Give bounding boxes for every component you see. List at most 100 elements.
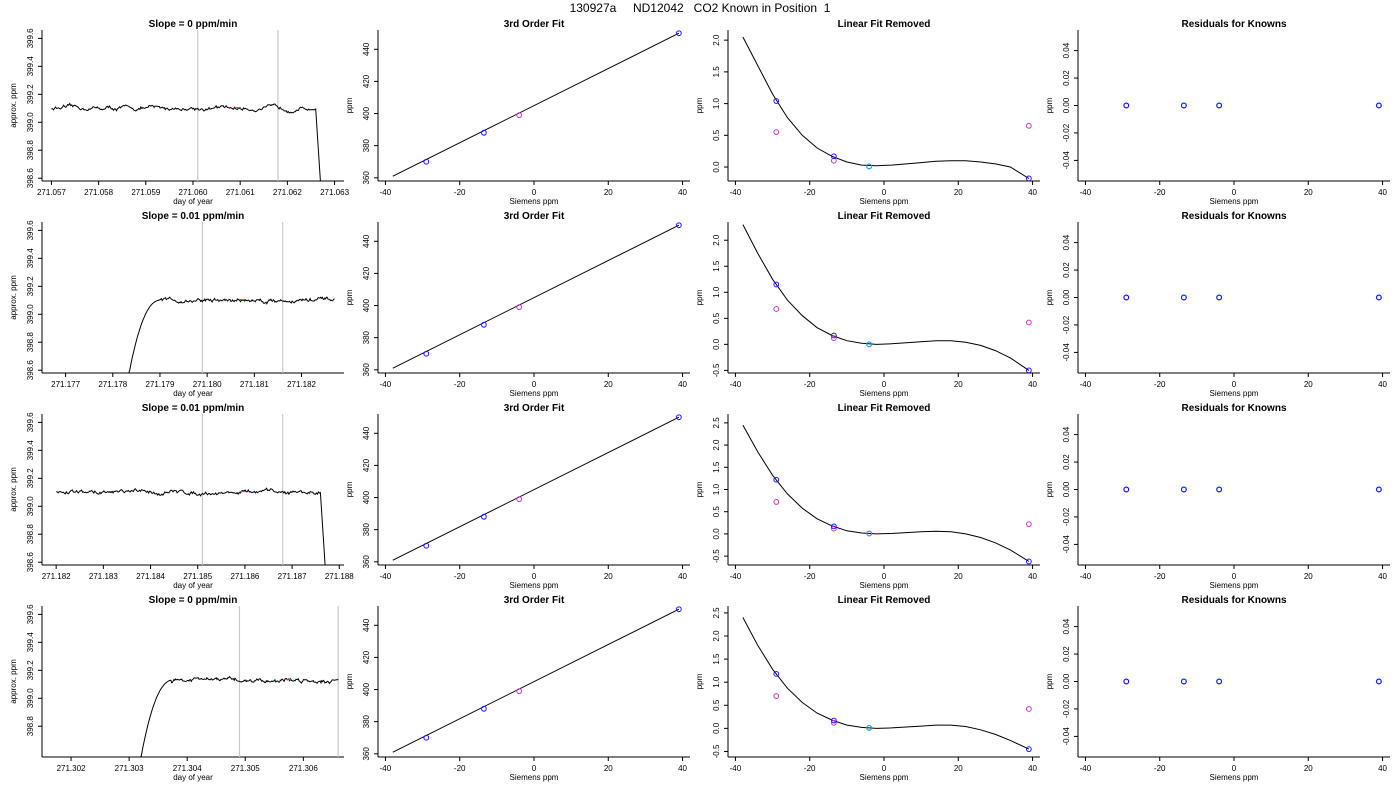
y-tick-label: 380 xyxy=(362,138,371,152)
y-tick-label: 2.0 xyxy=(712,234,721,246)
data-point-magenta xyxy=(1025,319,1032,326)
y-tick-label: -0.04 xyxy=(1062,727,1071,746)
y-tick-label: 360 xyxy=(362,555,371,569)
x-tick-label: 271.060 xyxy=(179,188,208,197)
y-tick-label: 0.5 xyxy=(712,699,721,711)
y-tick-label: -0.04 xyxy=(1062,343,1071,362)
x-tick-label: 271.059 xyxy=(131,188,160,197)
chart-title: Linear Fit Removed xyxy=(838,211,931,222)
data-point-blue xyxy=(866,725,873,731)
y-axis-label: ppm xyxy=(1045,97,1054,113)
x-tick-label: 40 xyxy=(1028,572,1037,581)
x-tick-label: -20 xyxy=(454,572,466,581)
x-tick-label: -40 xyxy=(380,188,392,197)
fit-curve xyxy=(742,424,1030,562)
y-tick-label: 0.0 xyxy=(712,528,721,540)
fit-curve xyxy=(742,36,1030,179)
fit-curve xyxy=(742,617,1030,750)
residual-point xyxy=(1123,486,1130,493)
x-axis-label: day of year xyxy=(173,581,213,590)
x-tick-label: 271.057 xyxy=(37,188,66,197)
x-tick-label: 20 xyxy=(604,764,613,773)
x-tick-label: -40 xyxy=(380,380,392,389)
x-tick-label: 271.182 xyxy=(42,572,71,581)
data-point xyxy=(480,321,487,328)
x-tick-label: 271.178 xyxy=(98,380,127,389)
x-axis-label: Siemens ppm xyxy=(860,773,909,782)
x-tick-label: 0 xyxy=(1232,380,1237,389)
y-tick-label: 399.6 xyxy=(26,412,35,433)
chart-panel: 3rd Order Fit -40 -20 0 20 40 Siemens ppm 360 38… xyxy=(345,403,690,590)
y-tick-label: 0.0 xyxy=(712,161,721,173)
y-tick-label: 398.8 xyxy=(26,524,35,545)
x-tick-label: -20 xyxy=(454,764,466,773)
x-axis-label: Siemens ppm xyxy=(1210,389,1259,398)
x-tick-label: -20 xyxy=(1154,380,1166,389)
x-tick-label: 0 xyxy=(882,572,887,581)
x-tick-label: 271.184 xyxy=(136,572,165,581)
y-tick-label: 399.6 xyxy=(26,604,35,625)
residual-point xyxy=(1375,486,1382,493)
y-tick-label: 400 xyxy=(362,682,371,696)
chart-panel: Linear Fit Removed -40 -20 0 20 40 Siemens ppm… xyxy=(695,595,1040,782)
y-tick-label: 398.6 xyxy=(26,168,35,189)
x-tick-label: 20 xyxy=(1304,188,1313,197)
data-point-blue xyxy=(773,476,780,483)
fit-line xyxy=(392,224,680,369)
y-tick-label: 360 xyxy=(362,363,371,377)
y-tick-label: 0.02 xyxy=(1062,70,1071,86)
data-point-magenta xyxy=(1025,122,1032,129)
x-axis-label: Siemens ppm xyxy=(860,389,909,398)
y-tick-label: 1.0 xyxy=(712,286,721,298)
y-tick-label: -0.02 xyxy=(1062,507,1071,526)
y-axis-label: ppm xyxy=(695,481,704,497)
x-tick-label: -20 xyxy=(804,572,816,581)
x-tick-label: 271.177 xyxy=(51,380,80,389)
chart-panel: Slope = 0.01 ppm/min 271.182 271.183 271.18… xyxy=(9,403,354,590)
x-tick-label: -40 xyxy=(730,572,742,581)
x-tick-label: -40 xyxy=(730,380,742,389)
data-point-blue xyxy=(1025,558,1032,565)
chart-title: Slope = 0.01 ppm/min xyxy=(142,211,245,222)
y-tick-label: 1.5 xyxy=(712,66,721,78)
x-tick-label: 271.188 xyxy=(325,572,354,581)
data-point xyxy=(516,112,523,119)
y-tick-label: -0.04 xyxy=(1062,151,1071,170)
data-point-blue xyxy=(866,163,873,170)
chart-panel: Residuals for Knowns -40 -20 0 20 40 Siemens p… xyxy=(1045,19,1390,206)
x-axis-label: day of year xyxy=(173,389,213,398)
x-tick-label: 0 xyxy=(882,380,887,389)
y-tick-label: 0.5 xyxy=(712,312,721,324)
chart-title: 3rd Order Fit xyxy=(504,19,565,30)
data-point-blue xyxy=(830,523,837,530)
residual-point xyxy=(1375,294,1382,301)
x-tick-label: 0 xyxy=(532,188,537,197)
y-tick-label: 380 xyxy=(362,714,371,728)
x-axis-label: Siemens ppm xyxy=(1210,581,1259,590)
data-point xyxy=(675,30,682,37)
y-tick-label: 399.4 xyxy=(26,632,35,653)
x-tick-label: 40 xyxy=(1028,188,1037,197)
data-point xyxy=(480,705,487,712)
x-tick-label: 271.063 xyxy=(320,188,349,197)
y-tick-label: 440 xyxy=(362,426,371,440)
x-tick-label: -20 xyxy=(454,188,466,197)
y-axis-label: ppm xyxy=(695,289,704,305)
y-tick-label: 1.0 xyxy=(712,676,721,688)
y-tick-label: 399.2 xyxy=(26,276,35,297)
data-point xyxy=(675,414,682,421)
x-tick-label: 40 xyxy=(678,188,687,197)
x-tick-label: 271.058 xyxy=(84,188,113,197)
x-tick-label: -40 xyxy=(380,764,392,773)
x-tick-label: 20 xyxy=(1304,764,1313,773)
y-tick-label: 440 xyxy=(362,42,371,56)
y-axis-label: ppm xyxy=(695,673,704,689)
residual-point xyxy=(1123,678,1130,685)
x-tick-label: 20 xyxy=(954,380,963,389)
y-axis-label: ppm xyxy=(1045,289,1054,305)
page-title: 130927a ND12042 CO2 Known in Position 1 xyxy=(569,1,831,15)
data-point-magenta xyxy=(773,306,780,312)
residual-point xyxy=(1180,486,1187,493)
y-tick-label: -0.02 xyxy=(1062,123,1071,142)
